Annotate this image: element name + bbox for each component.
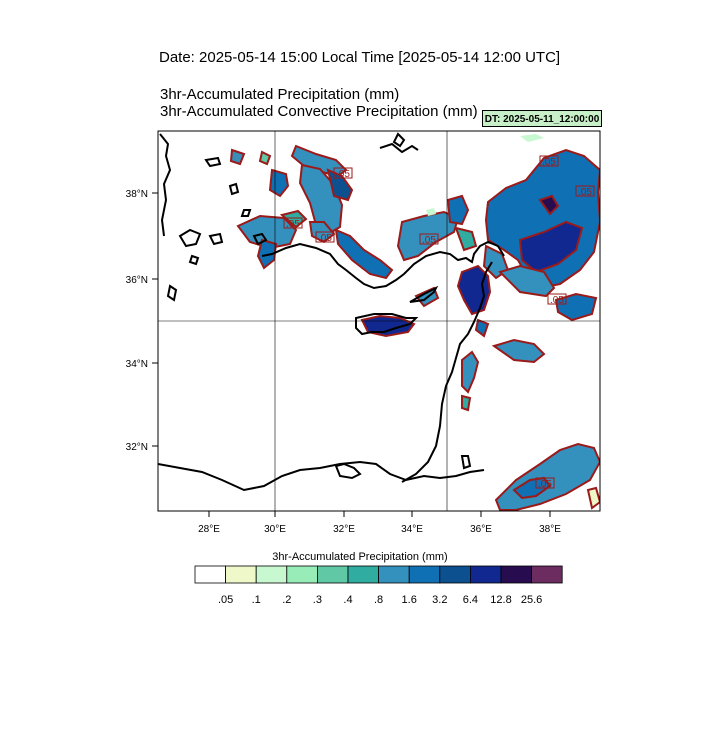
precip-area	[498, 264, 556, 298]
latitude-labels: 38°N 36°N 34°N 32°N	[126, 189, 148, 453]
lon-label: 38°E	[539, 524, 561, 535]
coastline	[204, 156, 222, 168]
axis-ticks	[152, 192, 551, 517]
precip-area	[474, 318, 490, 338]
contour-label: .05	[550, 295, 564, 306]
coastline	[392, 132, 406, 148]
colorbar-label: .2	[282, 594, 292, 606]
light-precip-area	[520, 134, 544, 142]
coastline	[401, 261, 493, 483]
lat-label: 32°N	[126, 442, 148, 453]
colorbar-swatch	[408, 565, 441, 584]
contour-label: .05	[542, 157, 556, 168]
coastline	[166, 284, 178, 302]
colorbar-swatch	[500, 565, 533, 584]
contour-label: .05	[578, 187, 592, 198]
colorbar-swatch	[286, 565, 318, 584]
coastline	[379, 142, 419, 154]
colorbar-swatch	[439, 565, 471, 584]
contour-label: .05	[286, 219, 300, 230]
colorbar-label: 3.2	[432, 594, 448, 606]
precip-area	[279, 209, 308, 229]
map-plot-area: .05 .05 .05 .05 .05 .05 .05 .05	[158, 131, 600, 511]
dt-badge: DT: 2025-05-11_12:00:00	[482, 110, 602, 127]
lat-label: 34°N	[126, 359, 148, 370]
colorbar-title: 3hr-Accumulated Precipitation (mm)	[272, 551, 448, 563]
precip-area	[229, 148, 246, 166]
colorbar-label: .3	[312, 594, 322, 606]
lon-label: 28°E	[198, 524, 220, 535]
coastline	[208, 232, 224, 246]
colorbar-swatch	[225, 565, 257, 584]
map-frame	[157, 130, 601, 512]
precip-area	[586, 486, 600, 510]
precip-area	[461, 350, 480, 394]
contour-labels: .05 .05 .05 .05 .05 .05 .05 .05	[286, 157, 592, 490]
colorbar-swatch	[347, 565, 380, 584]
light-precip-area	[426, 208, 436, 216]
contour-label: .05	[336, 169, 350, 180]
lon-label: 32°E	[333, 524, 355, 535]
colorbar-swatch	[255, 565, 288, 584]
longitude-labels: 28°E 30°E 32°E 34°E 36°E 38°E	[198, 524, 561, 535]
colorbar-swatch	[194, 565, 227, 584]
colorbar-swatch	[469, 565, 502, 584]
colorbar-label: .8	[374, 594, 384, 606]
lon-label: 34°E	[401, 524, 423, 535]
colorbar-label: 25.6	[520, 594, 543, 606]
precip-area	[236, 214, 298, 250]
coastlines	[158, 132, 505, 492]
lat-label: 38°N	[126, 189, 148, 200]
coastline	[178, 228, 202, 248]
precip-area	[461, 394, 472, 412]
lat-label: 36°N	[126, 275, 148, 286]
colorbar-swatch	[378, 565, 410, 584]
contour-label: .05	[538, 479, 552, 490]
colorbar-label: .4	[343, 594, 353, 606]
precip-area	[491, 338, 546, 364]
colorbar-label: 6.4	[462, 594, 479, 606]
contour-label: .05	[422, 235, 436, 246]
colorbar-label: 1.6	[401, 594, 417, 606]
title-precipitation: 3hr-Accumulated Precipitation (mm)	[160, 86, 400, 103]
coastline	[409, 285, 439, 303]
colorbar-swatch	[531, 565, 563, 584]
precip-area	[258, 150, 272, 166]
precipitation-field	[229, 144, 600, 511]
colorbar-label: .05	[217, 594, 234, 606]
coastline	[159, 133, 172, 237]
colorbar-label: .1	[251, 594, 261, 606]
date-line: Date: 2025-05-14 15:00 Local Time [2025-…	[159, 49, 561, 66]
lon-label: 36°E	[470, 524, 492, 535]
precip-area	[454, 226, 478, 252]
precip-area	[334, 228, 394, 280]
coastline	[252, 232, 268, 246]
colorbar-swatch	[316, 565, 349, 584]
contour-label-boxes	[283, 155, 595, 489]
contour-label: .05	[318, 233, 332, 244]
precip-area	[518, 220, 584, 274]
coastline	[460, 455, 472, 470]
coastline	[228, 182, 240, 196]
precip-area	[512, 476, 552, 500]
grid-lines	[158, 131, 600, 511]
colorbar	[194, 565, 563, 584]
precip-area	[268, 168, 290, 198]
precip-area	[446, 194, 470, 226]
coastline	[334, 462, 362, 480]
lon-label: 30°E	[264, 524, 286, 535]
colorbar-label: 12.8	[490, 594, 512, 606]
coastline	[240, 209, 252, 217]
coastline	[261, 240, 505, 290]
title-convective-precipitation: 3hr-Accumulated Convective Precipitation…	[160, 103, 478, 120]
coastline	[188, 254, 200, 266]
precip-area	[538, 194, 560, 216]
coastline	[355, 313, 419, 336]
